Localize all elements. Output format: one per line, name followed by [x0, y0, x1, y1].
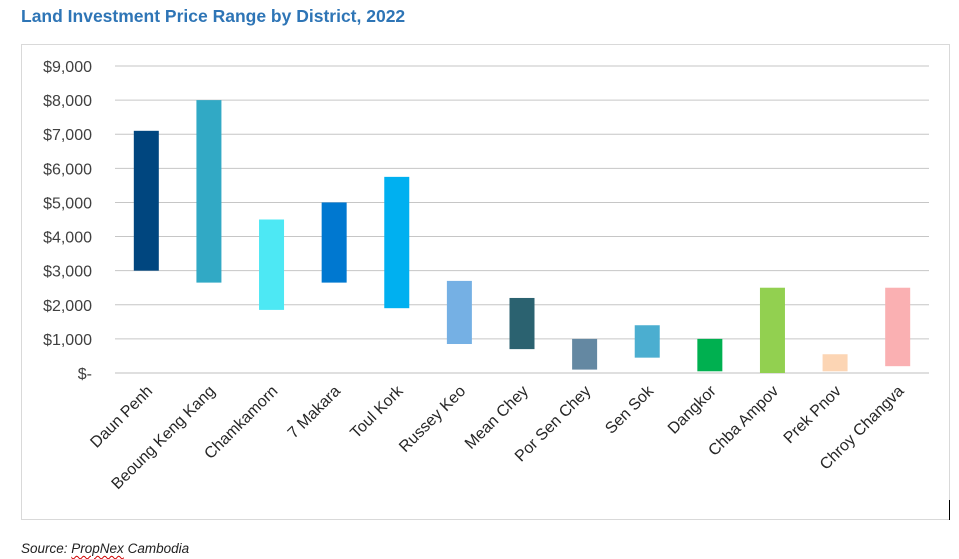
bar: [321, 202, 347, 283]
y-tick-label: $5,000: [43, 195, 92, 212]
x-tick-label: 7 Makara: [285, 383, 344, 442]
bar: [509, 297, 535, 350]
source-brand: PropNex: [71, 541, 124, 556]
bar: [133, 130, 159, 271]
chart-title: Land Investment Price Range by District,…: [21, 6, 406, 26]
bar: [759, 287, 785, 373]
source-suffix: Cambodia: [123, 541, 190, 556]
x-tick-label: Toul Kork: [347, 382, 407, 442]
y-tick-label: $3,000: [43, 264, 92, 281]
x-tick-label: Dangkor: [665, 382, 720, 437]
bars: [133, 100, 911, 373]
x-tick-label: Prek Pnov: [781, 383, 845, 447]
bar: [572, 338, 598, 370]
x-tick-label: Sen Sok: [602, 382, 657, 437]
source-note: Source: PropNex Cambodia: [21, 541, 189, 556]
y-tick-label: $-: [78, 366, 92, 383]
source-prefix: Source:: [21, 541, 72, 556]
y-tick-label: $4,000: [43, 230, 92, 247]
text-cursor: [949, 500, 950, 520]
chart-frame: [21, 44, 950, 520]
y-axis-labels: $- $1,000 $2,000 $3,000 $4,000 $5,000 $6,000 $7…: [43, 59, 92, 383]
x-tick-label: Russey Keo: [396, 383, 469, 456]
y-tick-label: $9,000: [43, 59, 92, 76]
x-tick-label: Mean Chey: [462, 383, 532, 453]
bar: [259, 219, 285, 310]
bar: [822, 354, 848, 372]
bar: [446, 280, 472, 345]
bar: [384, 176, 410, 309]
y-tick-label: $1,000: [43, 332, 92, 349]
x-tick-label: Daun Penh: [88, 383, 157, 452]
y-tick-label: $2,000: [43, 298, 92, 315]
x-tick-label: Beoung Keng Kang: [109, 383, 219, 493]
y-tick-label: $6,000: [43, 161, 92, 178]
bar: [196, 100, 222, 283]
bar: [885, 287, 911, 367]
y-tick-label: $8,000: [43, 93, 92, 110]
bar: [634, 325, 660, 358]
y-tick-label: $7,000: [43, 127, 92, 144]
bar: [697, 338, 723, 372]
